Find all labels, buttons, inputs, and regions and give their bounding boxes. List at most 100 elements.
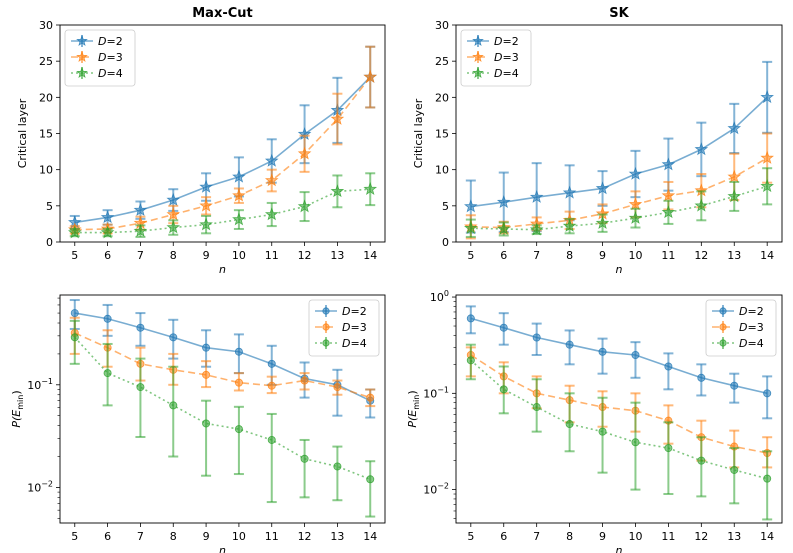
series-line xyxy=(470,157,768,229)
y-axis-label: Critical layer xyxy=(16,98,29,168)
x-tick-label: 9 xyxy=(203,530,210,543)
data-point xyxy=(136,323,145,332)
sk-critical-panel: SK 5 6 7 8 9 10 11 12 13 14 n 0 5 10 15 20 25 30 Critical l… xyxy=(412,6,783,276)
legend-label: D=3 xyxy=(494,51,519,64)
legend-marker xyxy=(472,34,484,46)
data-point xyxy=(631,351,640,360)
x-tick-label: 10 xyxy=(232,530,246,543)
data-point xyxy=(264,153,279,167)
data-point xyxy=(697,456,706,465)
legend: D=2 D=3 D=4 xyxy=(460,29,532,87)
legend-label: D=4 xyxy=(98,67,123,80)
data-point xyxy=(100,225,115,239)
data-point xyxy=(264,173,279,187)
data-point xyxy=(595,181,610,195)
data-point xyxy=(664,444,673,453)
y-axis-label: Critical layer xyxy=(412,98,425,168)
legend-label: D=2 xyxy=(342,305,367,318)
legend-marker xyxy=(322,307,330,315)
data-point xyxy=(133,203,148,216)
legend-label: D=4 xyxy=(494,67,519,80)
legend-label: D=4 xyxy=(739,337,764,350)
panel-title: SK xyxy=(609,6,629,21)
x-axis-label: n xyxy=(616,263,623,276)
data-point xyxy=(333,383,342,392)
axes-frame xyxy=(455,294,783,524)
data-point xyxy=(628,197,643,211)
data-point xyxy=(330,111,345,125)
data-point xyxy=(664,362,673,371)
data-point xyxy=(202,343,211,352)
data-point xyxy=(532,333,541,342)
x-tick-label: 7 xyxy=(533,249,540,262)
x-tick-label: 11 xyxy=(265,530,279,543)
legend-marker xyxy=(719,339,727,347)
data-point xyxy=(169,333,178,342)
series-line xyxy=(74,76,371,224)
data-point xyxy=(70,309,79,318)
data-point xyxy=(730,381,739,390)
data-point xyxy=(100,210,115,224)
data-point xyxy=(166,207,181,221)
x-tick-label: 7 xyxy=(533,530,540,543)
y-tick-label: 10−2 xyxy=(27,479,53,494)
y-tick-label: 0 xyxy=(442,236,449,249)
data-point xyxy=(760,179,774,193)
data-point xyxy=(565,420,574,429)
y-tick-label: 15 xyxy=(435,128,449,141)
data-point xyxy=(103,369,112,378)
x-tick-label: 11 xyxy=(661,530,675,543)
x-tick-label: 12 xyxy=(298,530,312,543)
panel-title: Max-Cut xyxy=(192,6,253,21)
data-point xyxy=(661,188,676,202)
data-point xyxy=(499,385,508,394)
data-point xyxy=(727,189,742,203)
y-tick-label: 30 xyxy=(39,19,53,32)
y-tick-label: 5 xyxy=(442,200,449,213)
x-tick-label: 6 xyxy=(500,530,507,543)
x-tick-label: 12 xyxy=(694,530,708,543)
data-point xyxy=(496,221,511,235)
x-tick-label: 9 xyxy=(203,249,210,262)
series-D-2 xyxy=(465,305,773,420)
y-tick-label: 30 xyxy=(435,19,449,32)
data-point xyxy=(67,225,82,239)
maxcut-prob-panel: 5 6 7 8 9 10 11 12 13 14 n 10−2 10−1P(Emin) D=2 D=3 D=4 xyxy=(10,294,386,553)
x-tick-label: 7 xyxy=(137,530,144,543)
data-point xyxy=(199,179,213,193)
data-point xyxy=(133,224,148,237)
legend: D=2 D=3 D=4 xyxy=(705,299,777,357)
data-point xyxy=(267,359,276,368)
series-line xyxy=(470,96,768,208)
x-tick-label: 11 xyxy=(661,249,675,262)
data-point xyxy=(760,150,774,164)
x-axis-label: n xyxy=(219,263,226,276)
data-point xyxy=(694,142,709,156)
data-point xyxy=(595,216,610,229)
data-point xyxy=(267,381,276,390)
data-point xyxy=(730,465,739,474)
data-point xyxy=(234,347,243,356)
data-point xyxy=(661,157,676,171)
x-axis-label: n xyxy=(616,544,623,553)
data-point xyxy=(499,323,508,332)
x-tick-label: 8 xyxy=(170,530,177,543)
data-point xyxy=(297,146,312,160)
sk-prob-panel: 5 6 7 8 9 10 11 12 13 14 n 10−2 10−1 100 P(Emin) D=2 D=3… xyxy=(406,289,783,553)
data-point xyxy=(166,192,181,206)
data-point xyxy=(628,210,643,224)
data-point xyxy=(562,185,577,199)
x-tick-label: 8 xyxy=(566,530,573,543)
x-tick-label: 13 xyxy=(330,249,344,262)
y-tick-label: 100 xyxy=(430,289,449,304)
data-point xyxy=(661,205,676,219)
y-tick-label: 10−1 xyxy=(423,385,449,400)
x-axis-label: n xyxy=(219,544,226,553)
data-point xyxy=(366,475,375,484)
legend-label: D=2 xyxy=(494,35,519,48)
legend-label: D=2 xyxy=(98,35,123,48)
data-point xyxy=(628,166,643,180)
data-point xyxy=(264,207,279,221)
y-tick-label: 5 xyxy=(46,200,53,213)
